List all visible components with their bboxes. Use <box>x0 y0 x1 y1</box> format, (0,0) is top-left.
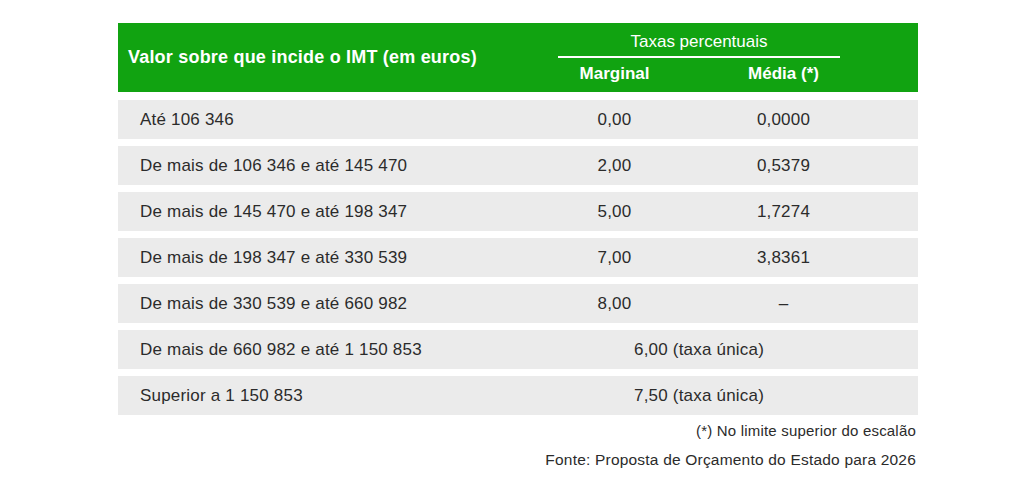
column-header-valor: Valor sobre que incide o IMT (em euros) <box>118 23 530 92</box>
table-body: Até 106 346 0,00 0,0000 De mais de 106 3… <box>118 100 918 415</box>
column-group-taxas: Taxas percentuais Marginal Média (*) <box>530 23 868 92</box>
cell-marginal-rate: 0,00 <box>530 110 699 130</box>
table-row: De mais de 106 346 e até 145 470 2,00 0,… <box>118 146 918 185</box>
cell-media-rate: 0,5379 <box>699 156 868 176</box>
imt-rates-figure: Valor sobre que incide o IMT (em euros) … <box>0 0 1035 485</box>
cell-media-rate: 1,7274 <box>699 202 868 222</box>
table-row: De mais de 145 470 e até 198 347 5,00 1,… <box>118 192 918 231</box>
table-row: De mais de 198 347 e até 330 539 7,00 3,… <box>118 238 918 277</box>
cell-bracket-label: De mais de 660 982 e até 1 150 853 <box>118 340 530 360</box>
cell-media-rate: 0,0000 <box>699 110 868 130</box>
column-header-media: Média (*) <box>699 62 868 86</box>
imt-rates-table: Valor sobre que incide o IMT (em euros) … <box>118 23 918 469</box>
cell-media-rate: 3,8361 <box>699 248 868 268</box>
subcolumn-headers: Marginal Média (*) <box>530 62 868 86</box>
cell-bracket-label: De mais de 145 470 e até 198 347 <box>118 202 530 222</box>
source-credit: Fonte: Proposta de Orçamento do Estado p… <box>118 451 918 469</box>
cell-bracket-label: Superior a 1 150 853 <box>118 386 530 406</box>
cell-bracket-label: De mais de 330 539 e até 660 982 <box>118 294 530 314</box>
column-group-title: Taxas percentuais <box>530 31 868 53</box>
cell-marginal-rate: 2,00 <box>530 156 699 176</box>
table-row: Até 106 346 0,00 0,0000 <box>118 100 918 139</box>
table-row: De mais de 330 539 e até 660 982 8,00 – <box>118 284 918 323</box>
table-row: De mais de 660 982 e até 1 150 853 6,00 … <box>118 330 918 369</box>
cell-marginal-rate: 5,00 <box>530 202 699 222</box>
cell-media-rate: – <box>699 294 868 314</box>
cell-bracket-label: De mais de 198 347 e até 330 539 <box>118 248 530 268</box>
table-footnote: (*) No limite superior do escalão <box>118 422 918 439</box>
cell-single-rate: 6,00 (taxa única) <box>530 340 868 360</box>
cell-single-rate: 7,50 (taxa única) <box>530 386 868 406</box>
cell-marginal-rate: 8,00 <box>530 294 699 314</box>
cell-bracket-label: De mais de 106 346 e até 145 470 <box>118 156 530 176</box>
cell-bracket-label: Até 106 346 <box>118 110 530 130</box>
column-header-marginal: Marginal <box>530 62 699 86</box>
table-row: Superior a 1 150 853 7,50 (taxa única) <box>118 376 918 415</box>
cell-marginal-rate: 7,00 <box>530 248 699 268</box>
group-underline <box>558 56 840 58</box>
table-header: Valor sobre que incide o IMT (em euros) … <box>118 23 918 92</box>
